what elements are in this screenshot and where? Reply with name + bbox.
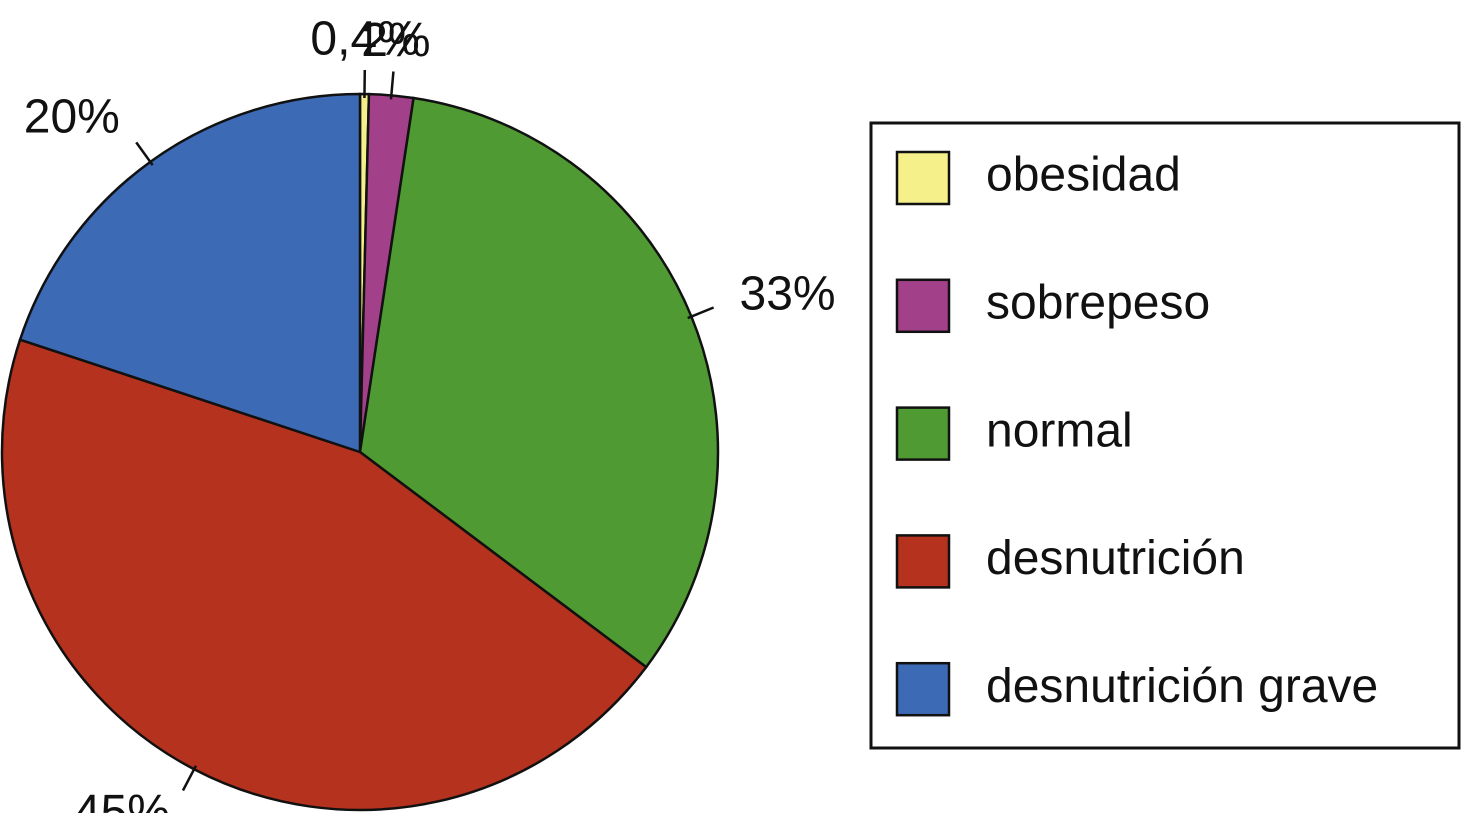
data-label: 33%: [740, 268, 836, 321]
legend-swatch: [897, 280, 949, 332]
legend-label: obesidad: [986, 149, 1181, 202]
legend-swatch: [897, 408, 949, 460]
legend-label: normal: [986, 404, 1133, 457]
data-label: 20%: [24, 90, 120, 143]
legend-swatch: [897, 535, 949, 587]
leader-line: [183, 766, 196, 791]
leader-line: [136, 142, 152, 165]
data-label: 45%: [74, 786, 170, 813]
legend-label: desnutrición: [986, 532, 1245, 585]
legend-label: desnutrición grave: [986, 660, 1378, 713]
legend-swatch: [897, 152, 949, 204]
legend-box: [871, 123, 1459, 748]
legend-swatch: [897, 663, 949, 715]
leader-line: [688, 307, 714, 318]
data-label: 2%: [361, 14, 430, 67]
legend-label: sobrepeso: [986, 276, 1210, 329]
